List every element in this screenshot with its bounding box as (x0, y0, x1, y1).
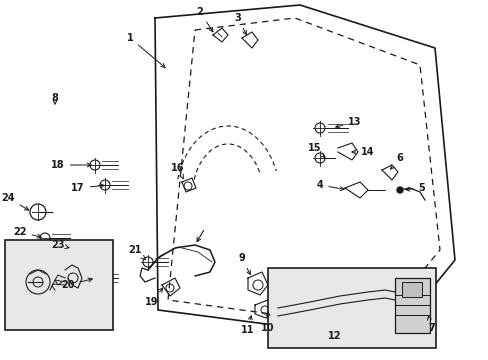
Circle shape (421, 305, 427, 311)
Bar (394, 278, 429, 333)
Text: 1: 1 (126, 33, 165, 68)
Text: 12: 12 (327, 331, 341, 341)
Text: 19: 19 (145, 288, 163, 307)
Text: 11: 11 (241, 316, 254, 335)
Text: 14: 14 (351, 147, 374, 157)
Bar (5, 240, 113, 330)
Bar (267, 268, 435, 348)
Bar (401, 282, 421, 297)
Text: 23: 23 (51, 240, 69, 250)
Text: 22: 22 (13, 227, 41, 238)
Text: 20: 20 (61, 278, 92, 290)
Text: 17: 17 (71, 183, 104, 193)
Text: 15: 15 (307, 143, 324, 158)
Text: 13: 13 (335, 117, 361, 128)
Circle shape (396, 187, 402, 193)
Text: 2: 2 (196, 7, 212, 32)
Text: 3: 3 (234, 13, 246, 35)
Text: 24: 24 (1, 193, 29, 210)
Text: 9: 9 (238, 253, 250, 275)
Text: 16: 16 (171, 163, 184, 179)
Text: 4: 4 (316, 180, 344, 190)
Text: 6: 6 (390, 153, 403, 169)
Text: 7: 7 (427, 316, 434, 333)
Text: 10: 10 (261, 312, 274, 333)
Text: 18: 18 (51, 160, 91, 170)
Text: 8: 8 (51, 93, 59, 103)
Text: 5: 5 (405, 183, 425, 193)
Text: 21: 21 (128, 245, 145, 260)
